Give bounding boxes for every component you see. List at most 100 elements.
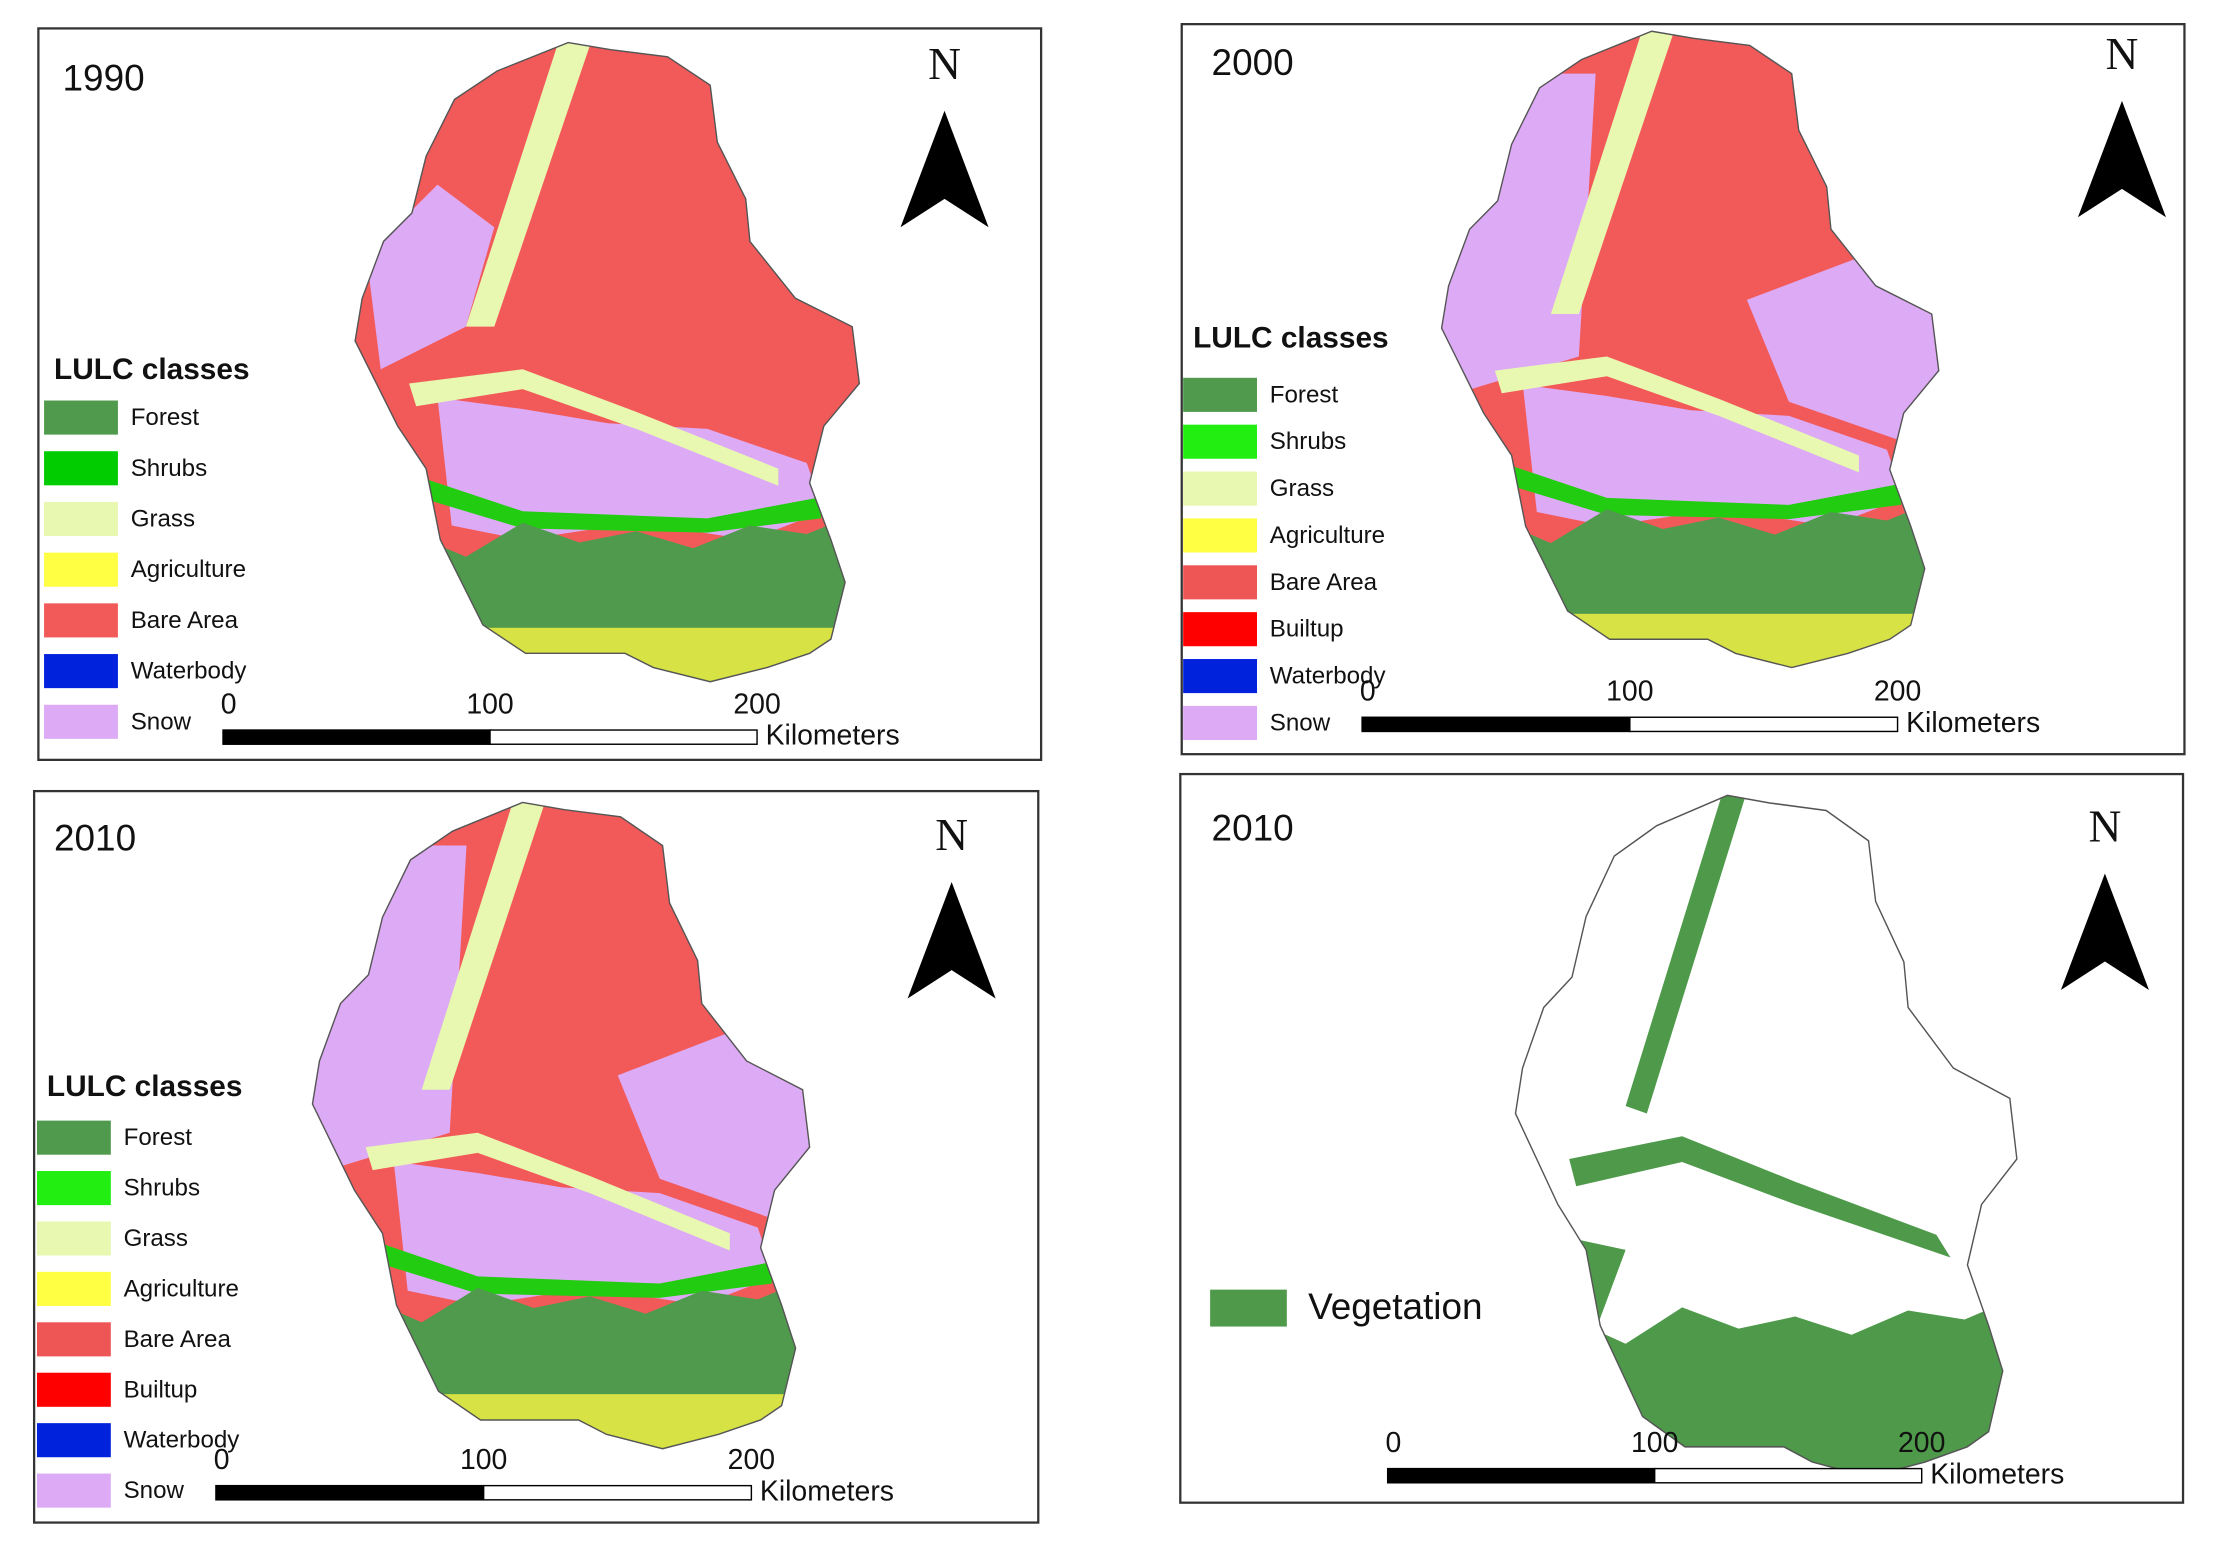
legend-swatch [1210,1289,1287,1327]
legend-label: Bare Area [131,607,239,634]
north-arrow [2077,100,2166,218]
legend-label: Snow [1270,709,1331,736]
north-arrow [2060,873,2149,990]
north-label: N [935,810,968,860]
scale-unit: Kilometers [766,720,900,752]
scale-unit: Kilometers [1906,707,2040,739]
scale-label: 100 [466,688,513,720]
scale-segment [1629,716,1899,733]
scale-label: 200 [1874,676,1921,708]
legend-label: Agriculture [124,1275,239,1302]
scale-label: 200 [733,688,780,720]
legend-title: LULC classes [47,1070,243,1103]
north-label: N [2089,802,2122,852]
grass-region [465,42,591,327]
grass-region [365,1132,730,1251]
year-label: 1990 [63,58,145,99]
legend-label: Snow [131,708,192,735]
scale-segment [489,729,758,745]
snow-region [1522,384,1904,527]
map-panel: 2010 N LULC classes Forest Shrubs Grass Agricu… [32,789,1040,1524]
legend-swatch [1183,424,1258,459]
legend-swatch [1183,659,1258,694]
map-outline [311,801,811,1450]
legend-swatch [44,552,118,587]
legend-swatch [36,1221,111,1256]
legend-swatch [44,603,118,638]
scale-label: 100 [1631,1427,1678,1459]
snow-region [617,1032,810,1234]
legend-label: Shrubs [124,1175,200,1202]
legend-label: Forest [1270,381,1339,408]
legend-label: Bare Area [1270,569,1378,596]
grass-region [421,802,545,1090]
legend-label: Snow [124,1477,185,1504]
legend-swatch [1183,565,1258,600]
legend-swatch [44,654,118,689]
legend-swatch [1183,518,1258,553]
legend-label: Agriculture [131,556,246,583]
legend-label: Vegetation [1308,1286,1482,1327]
scale-segment [1386,1467,1656,1484]
scale-label: 0 [221,688,237,720]
legend-title: LULC classes [54,353,250,386]
legend-swatch [44,451,118,486]
grass-region [1550,31,1675,315]
scale-label: 200 [1898,1427,1945,1459]
legend-label: Shrubs [131,455,207,482]
legend-swatch [36,1372,111,1407]
scale-label: 0 [1360,676,1376,708]
scale-label: 100 [460,1444,507,1476]
year-label: 2010 [54,817,136,858]
year-label: 2010 [1212,808,1294,849]
scale-unit: Kilometers [760,1475,894,1507]
legend-label: Waterbody [1270,663,1387,690]
snow-region [366,184,495,370]
legend-swatch [36,1271,111,1306]
grass-region [1494,356,1859,473]
grass-region [409,369,779,486]
legend-label: Waterbody [124,1427,241,1454]
map-layers [1441,31,1939,668]
north-arrow [907,882,996,999]
legend-swatch [36,1423,111,1458]
map-panel: 1990 N LULC classes Forest Shrubs Grass Agricu… [37,27,1043,761]
north-arrow [900,110,989,228]
legend-label: Forest [124,1124,193,1151]
legend-label: Grass [124,1225,188,1252]
legend-swatch [36,1322,111,1357]
scale-segment [1653,1467,1923,1484]
scale-segment [1361,716,1631,733]
legend-swatch [44,501,118,537]
legend-label: Waterbody [131,658,248,685]
legend-swatch [44,704,118,739]
shrub-region [1480,455,1901,520]
shrub-region [351,1233,772,1298]
snow-region [437,397,824,540]
scale-segment [222,729,491,745]
legend-label: Shrubs [1270,428,1346,455]
scale-label: 0 [1385,1427,1401,1459]
legend-label: Grass [131,505,195,532]
legend-swatch [1183,705,1258,740]
snow-region [1746,257,1939,456]
legend-title: LULC classes [1193,322,1389,355]
scale-label: 0 [214,1444,230,1476]
scale-label: 100 [1606,676,1653,708]
scale-label: 200 [728,1444,775,1476]
vegetation-region [1625,795,1746,1114]
legend-swatch [1183,612,1258,647]
north-label: N [928,39,961,89]
legend-swatch [36,1171,111,1206]
legend-swatch [44,400,118,435]
map-outline [354,41,861,683]
legend-swatch [36,1473,111,1508]
legend-swatch [1183,377,1258,412]
legend-label: Bare Area [124,1326,232,1353]
scale-unit: Kilometers [1930,1458,2064,1490]
north-label: N [2106,29,2139,79]
legend-label: Forest [131,404,200,431]
legend-swatch [1183,471,1258,506]
